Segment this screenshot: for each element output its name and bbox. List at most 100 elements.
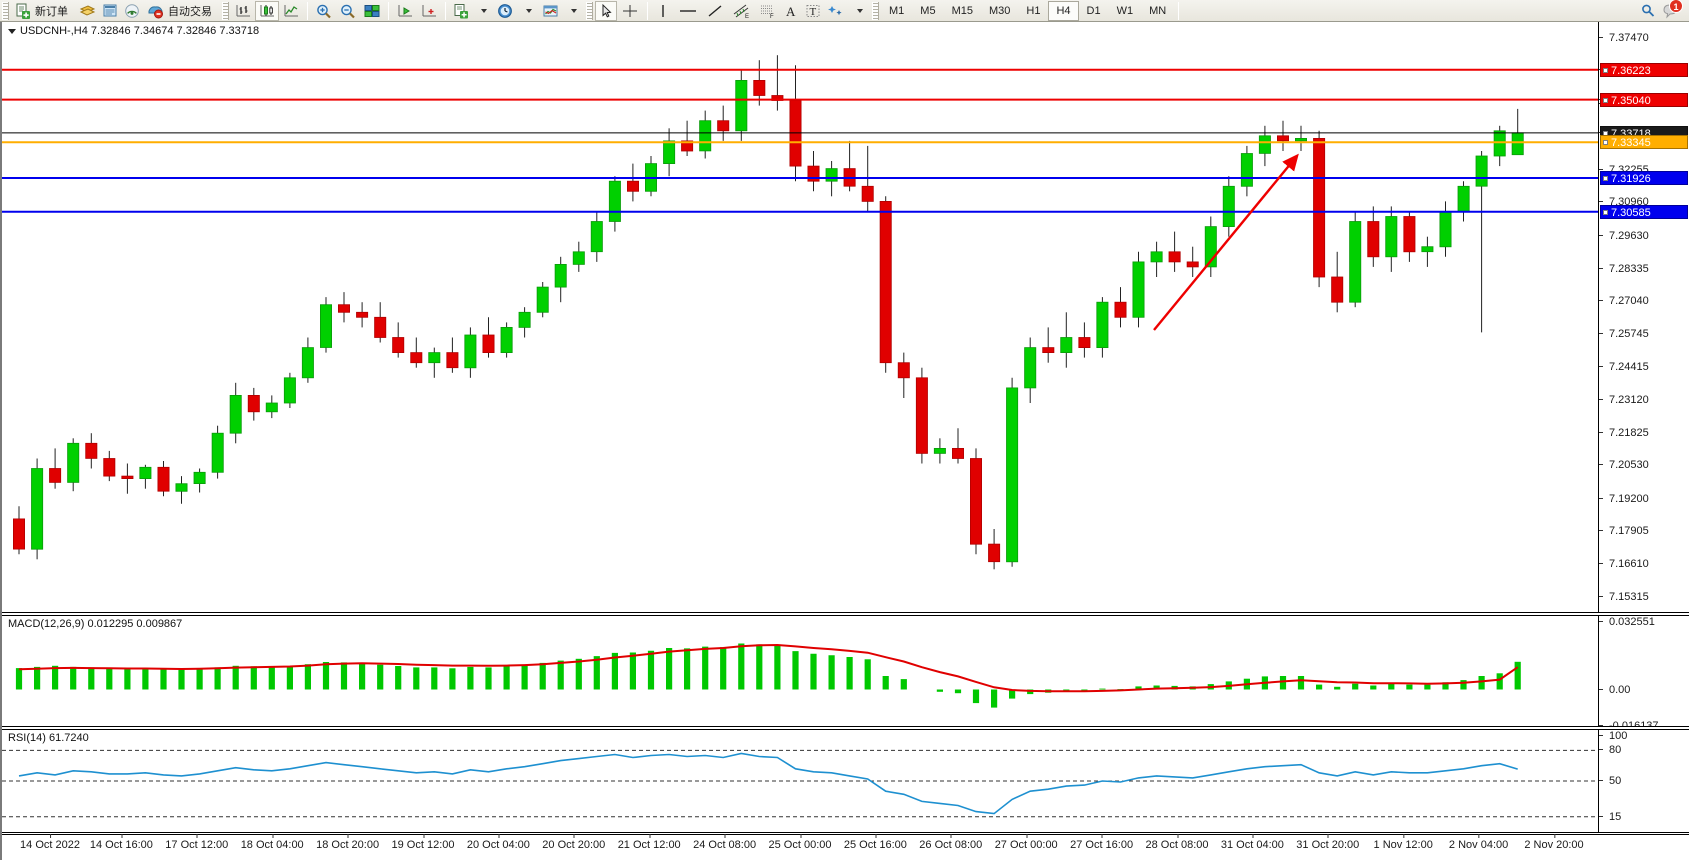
price-level-badge[interactable]: 7.31926 <box>1600 171 1688 186</box>
price-level-lines <box>2 68 1598 213</box>
data-window-button[interactable] <box>121 1 143 21</box>
notification-count: 1 <box>1669 0 1683 13</box>
bar-chart-button[interactable] <box>231 1 255 21</box>
timeframe-d1[interactable]: D1 <box>1086 4 1101 17</box>
price-level-badge[interactable]: 7.33345 <box>1600 135 1688 150</box>
equidistant-channel-button[interactable]: E <box>728 1 754 21</box>
autoscroll-button[interactable] <box>417 1 441 21</box>
indicators-dropdown[interactable] <box>472 1 494 21</box>
toolbar-grip[interactable] <box>2 1 9 20</box>
zoom-out-button[interactable] <box>336 1 360 21</box>
price-tick: 7.29630 <box>1599 230 1689 242</box>
line-chart-button[interactable] <box>279 1 303 21</box>
rsi-tick: 100 <box>1599 730 1689 742</box>
autotrading-button[interactable]: 自动交易 <box>143 1 220 21</box>
cursor-button[interactable] <box>595 0 617 21</box>
price-tick: 7.19200 <box>1599 493 1689 505</box>
toolbar-grip-4[interactable] <box>872 1 879 20</box>
market-watch-button[interactable] <box>99 1 121 21</box>
cursor-icon <box>602 3 612 17</box>
level-handle-icon[interactable] <box>1603 209 1608 215</box>
level-handle-icon[interactable] <box>1603 176 1608 182</box>
macd-series <box>15 643 1521 708</box>
chart-menu-caret-icon[interactable] <box>8 28 16 34</box>
toolbar-separator-4 <box>647 1 648 20</box>
time-axis[interactable]: 14 Oct 2022 14 Oct 16:00 17 Oct 12:00 18 Oc… <box>2 834 1689 860</box>
macd-pane[interactable]: MACD(12,26,9) 0.012295 0.009867 0.032551… <box>2 615 1689 727</box>
time-tick-label: 21 Oct 12:00 <box>617 834 681 851</box>
tile-windows-button[interactable] <box>360 1 384 21</box>
price-level-badge[interactable]: 7.36223 <box>1600 62 1688 77</box>
timeframe-h4[interactable]: H4 <box>1048 0 1079 21</box>
price-level-badge[interactable]: 7.30585 <box>1600 204 1688 219</box>
price-level-value: 7.36223 <box>1611 64 1651 77</box>
rsi-pane[interactable]: RSI(14) 61.7240 100 80 50 15 <box>2 729 1689 833</box>
timeframe-w1[interactable]: W1 <box>1116 4 1134 17</box>
indicators-button[interactable] <box>450 1 472 21</box>
level-handle-icon[interactable] <box>1603 140 1608 146</box>
timeframe-mn[interactable]: MN <box>1149 4 1167 17</box>
crosshair-button[interactable] <box>617 1 643 21</box>
timeframe-m15[interactable]: M15 <box>951 4 973 17</box>
candlestick-chart-icon <box>260 4 274 16</box>
templates-dropdown[interactable] <box>562 1 584 21</box>
horizontal-line-button[interactable] <box>674 1 702 21</box>
shapes-button[interactable] <box>824 1 848 21</box>
toolbar-grip-3[interactable] <box>586 1 593 20</box>
period-button[interactable] <box>494 1 517 21</box>
chart-shift-button[interactable] <box>393 1 417 21</box>
macd-tick: 0.00 <box>1599 684 1689 696</box>
templates-icon <box>543 5 558 16</box>
chevron-down-icon <box>526 8 532 13</box>
autoscroll-icon <box>422 4 436 16</box>
toolbar-grip-2[interactable] <box>222 1 229 20</box>
price-tick: 7.24415 <box>1599 361 1689 373</box>
timeframe-m1[interactable]: M1 <box>889 4 905 17</box>
shapes-dropdown[interactable] <box>848 1 870 21</box>
chart-workspace[interactable]: USDCNH-,H4 7.32846 7.34674 7.32846 7.337… <box>0 22 1689 860</box>
notification-button[interactable]: 1 <box>1659 0 1683 21</box>
macd-scale[interactable]: 0.032551 0.00 -0.016137 <box>1598 616 1689 726</box>
candlestick-chart-button[interactable] <box>255 0 279 21</box>
toolbar-separator-3 <box>445 1 446 20</box>
timeframe-m30[interactable]: M30 <box>988 4 1011 17</box>
time-tick-label: 18 Oct 20:00 <box>316 834 380 851</box>
price-tick: 7.16610 <box>1599 558 1689 570</box>
price-scale[interactable]: 7.374707.362237.350407.348457.337187.322… <box>1598 22 1689 612</box>
horizontal-line-icon <box>680 9 696 12</box>
macd-plot-area[interactable] <box>2 616 1598 726</box>
rsi-plot-area[interactable] <box>2 730 1598 832</box>
time-tick-label: 19 Oct 12:00 <box>391 834 455 851</box>
new-order-button[interactable]: 新订单 <box>11 1 76 21</box>
zoom-in-button[interactable] <box>312 1 336 21</box>
text-button[interactable]: A <box>780 1 802 21</box>
price-tick: 7.37470 <box>1599 32 1689 44</box>
price-pane[interactable]: USDCNH-,H4 7.32846 7.34674 7.32846 7.337… <box>2 22 1689 613</box>
chart-title-text: USDCNH-,H4 7.32846 7.34674 7.32846 7.337… <box>20 25 260 37</box>
vertical-line-button[interactable] <box>652 1 674 21</box>
templates-button[interactable] <box>539 1 562 21</box>
timeframe-m5[interactable]: M5 <box>920 4 936 17</box>
zoom-out-icon <box>341 4 355 18</box>
profiles-button[interactable] <box>76 1 99 21</box>
trendline-button[interactable] <box>702 1 728 21</box>
price-level-badge[interactable]: 7.35040 <box>1600 92 1688 107</box>
price-plot-area[interactable] <box>2 22 1598 612</box>
level-handle-icon[interactable] <box>1603 67 1608 73</box>
period-dropdown[interactable] <box>517 1 539 21</box>
price-tick: 7.25745 <box>1599 328 1689 340</box>
rsi-series <box>2 749 1598 818</box>
text-label-button[interactable]: T <box>802 1 824 21</box>
price-tick: 7.15315 <box>1599 591 1689 603</box>
time-tick-label: 20 Oct 20:00 <box>542 834 606 851</box>
macd-tick: -0.016137 <box>1599 720 1689 726</box>
search-button[interactable] <box>1637 1 1659 21</box>
level-handle-icon[interactable] <box>1603 97 1608 103</box>
time-tick-label: 25 Oct 00:00 <box>768 834 832 851</box>
rsi-scale[interactable]: 100 80 50 15 <box>1598 730 1689 832</box>
fibonacci-button[interactable]: F <box>754 1 780 21</box>
timeframe-h1[interactable]: H1 <box>1026 4 1041 17</box>
svg-text:F: F <box>770 14 774 19</box>
time-tick-label: 27 Oct 16:00 <box>1070 834 1134 851</box>
chevron-down-icon <box>857 8 863 13</box>
